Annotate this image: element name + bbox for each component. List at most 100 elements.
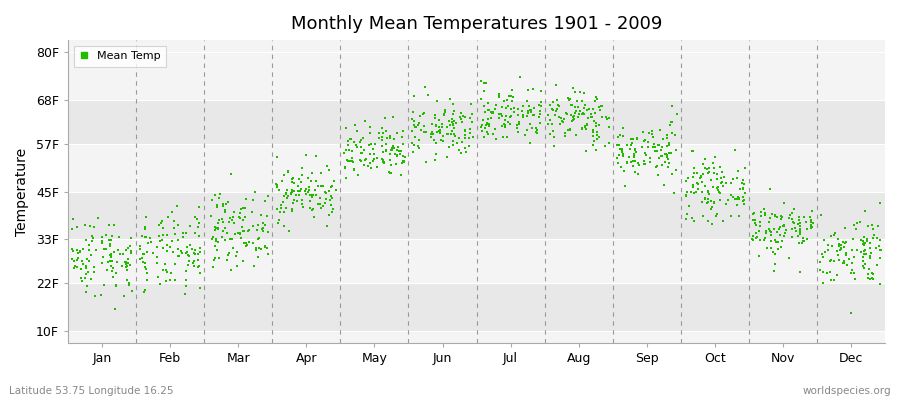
Point	[854, 249, 868, 255]
Point	[256, 226, 270, 232]
Point	[292, 192, 306, 198]
Point	[328, 187, 343, 194]
Point	[305, 192, 320, 198]
Point	[446, 108, 461, 114]
Point	[119, 246, 133, 253]
Point	[97, 282, 112, 288]
Point	[181, 252, 195, 258]
Point	[179, 276, 194, 283]
Point	[546, 107, 561, 113]
Point	[732, 195, 746, 201]
Point	[378, 115, 392, 122]
Point	[363, 124, 377, 130]
Point	[785, 226, 799, 232]
Point	[704, 177, 718, 183]
Point	[501, 119, 516, 125]
Point	[827, 258, 842, 264]
Point	[686, 182, 700, 188]
Point	[864, 250, 878, 256]
Point	[453, 114, 467, 121]
Point	[497, 121, 511, 127]
Point	[356, 162, 371, 168]
Point	[377, 160, 392, 166]
Point	[248, 189, 262, 195]
Point	[454, 110, 468, 116]
Point	[848, 276, 862, 282]
Point	[516, 103, 530, 110]
Point	[98, 246, 112, 252]
Point	[192, 233, 206, 239]
Point	[757, 205, 771, 212]
Point	[550, 97, 564, 104]
Point	[850, 219, 864, 226]
Point	[236, 205, 250, 211]
Point	[375, 159, 390, 165]
Point	[761, 226, 776, 232]
Point	[710, 185, 724, 191]
Point	[387, 135, 401, 142]
Point	[172, 253, 186, 260]
Point	[354, 158, 368, 164]
Point	[752, 219, 767, 225]
Point	[545, 99, 560, 106]
Point	[256, 225, 270, 231]
Point	[66, 216, 80, 222]
Point	[223, 267, 238, 274]
Point	[763, 232, 778, 238]
Point	[580, 122, 594, 128]
Point	[644, 131, 659, 138]
Point	[554, 118, 569, 124]
Point	[442, 143, 456, 150]
Point	[624, 142, 638, 148]
Point	[663, 150, 678, 156]
Point	[73, 249, 87, 256]
Bar	[68, 52, 885, 100]
Point	[136, 259, 150, 266]
Point	[346, 158, 360, 165]
Point	[138, 233, 152, 240]
Point	[480, 120, 494, 126]
Point	[180, 249, 194, 256]
Bar	[68, 283, 885, 331]
Point	[342, 146, 356, 153]
Point	[613, 132, 627, 138]
Point	[219, 201, 233, 208]
Point	[792, 214, 806, 221]
Point	[871, 243, 886, 250]
Point	[507, 108, 521, 115]
Point	[713, 190, 727, 196]
Point	[824, 276, 839, 283]
Point	[450, 140, 464, 146]
Point	[310, 153, 324, 160]
Point	[305, 194, 320, 200]
Point	[834, 245, 849, 251]
Point	[517, 112, 531, 118]
Point	[406, 109, 420, 116]
Point	[554, 115, 568, 122]
Point	[355, 149, 369, 156]
Point	[84, 276, 98, 282]
Point	[234, 206, 248, 212]
Point	[704, 198, 718, 205]
Point	[252, 244, 266, 251]
Point	[452, 135, 466, 142]
Point	[578, 102, 592, 108]
Point	[319, 190, 333, 196]
Point	[382, 169, 397, 175]
Point	[294, 172, 309, 178]
Point	[110, 259, 124, 266]
Point	[773, 244, 788, 250]
Point	[532, 102, 546, 108]
Point	[761, 218, 776, 225]
Point	[805, 218, 819, 225]
Point	[547, 143, 562, 149]
Point	[569, 108, 583, 114]
Point	[270, 220, 284, 226]
Point	[65, 226, 79, 232]
Point	[499, 122, 513, 128]
Point	[601, 115, 616, 122]
Point	[500, 97, 514, 104]
Point	[516, 114, 530, 120]
Point	[731, 193, 745, 200]
Point	[738, 164, 752, 171]
